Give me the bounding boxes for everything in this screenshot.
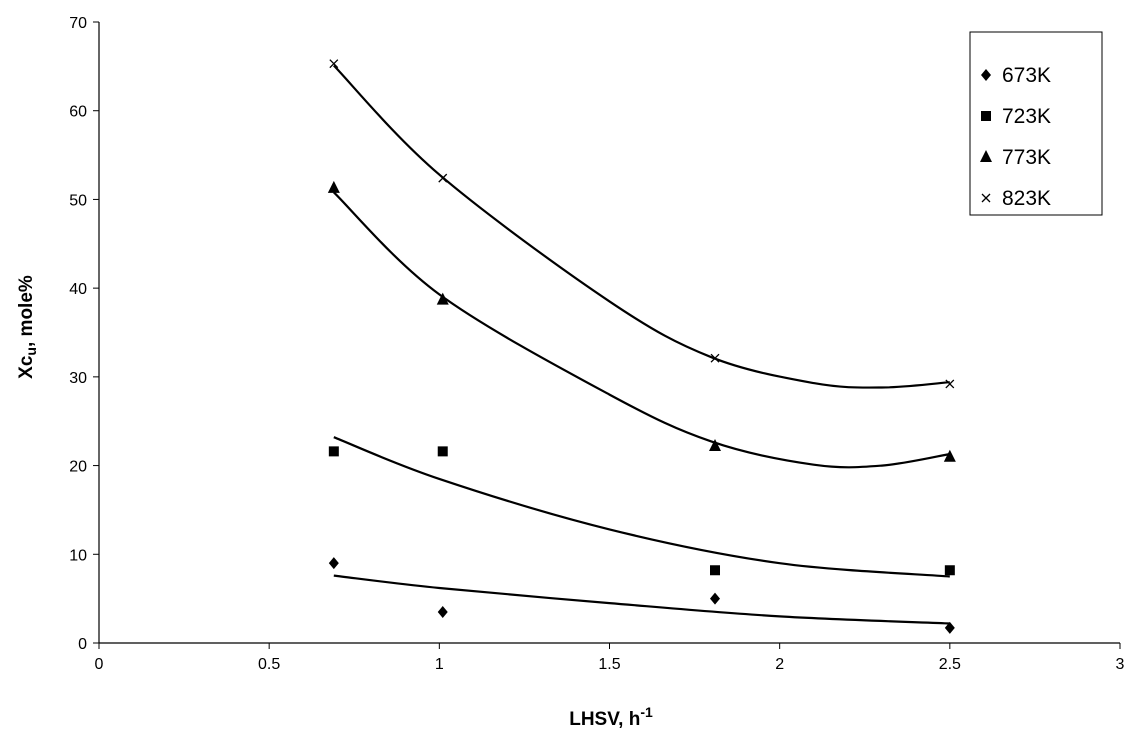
trendline-773K [333,191,950,469]
x-axis-title: LHSV, h-1 [569,704,653,730]
data-point-773K [327,180,340,193]
legend-label: 773K [1002,146,1051,169]
data-point-773K [436,292,449,305]
y-tick-label: 50 [69,192,87,209]
data-point-723K [710,565,721,576]
data-point-823K [710,353,720,363]
trendlines [333,64,950,625]
legend-box [969,31,1103,216]
x-tick-label: 2 [775,656,784,673]
x-tick-label: 3 [1116,656,1125,673]
x-tick-label: 0.5 [258,656,280,673]
legend-marker-723K [981,111,991,121]
x-tick-label: 0 [95,656,104,673]
data-point-673K [710,592,721,605]
data-point-673K [437,605,448,618]
y-tick-label: 40 [69,281,87,298]
legend-marker-773K [980,150,992,162]
legend: 673K 723K 773K 823K [969,31,1103,216]
data-point-823K [329,59,339,69]
y-tick-label: 60 [69,104,87,121]
data-point-673K [944,621,955,634]
data-point-673K [328,557,339,570]
x-tick-label: 1 [435,656,444,673]
legend-label: 823K [1002,187,1051,210]
data-point-773K [943,449,956,462]
legend-label: 723K [1002,105,1051,128]
y-tick-label: 20 [69,459,87,476]
y-axis-title: Xcu, mole% [16,275,39,379]
axes [98,22,1120,644]
trendline-823K [333,64,950,389]
data-point-723K [944,565,955,576]
y-tick-label: 70 [69,15,87,32]
legend-marker-673K [981,69,991,81]
trendline-723K [333,436,950,578]
x-tick-label: 1.5 [598,656,620,673]
x-tick-label: 2.5 [939,656,961,673]
data-points [327,59,956,634]
y-tick-label: 30 [69,370,87,387]
legend-marker-823K [981,193,991,203]
data-point-723K [437,446,448,457]
y-tick-label: 0 [78,636,87,653]
trendline-673K [333,574,950,625]
y-tick-label: 10 [69,547,87,564]
data-point-823K [438,173,448,183]
data-point-723K [328,446,339,457]
legend-label: 673K [1002,64,1051,87]
data-point-823K [945,379,955,389]
data-point-773K [709,439,722,452]
